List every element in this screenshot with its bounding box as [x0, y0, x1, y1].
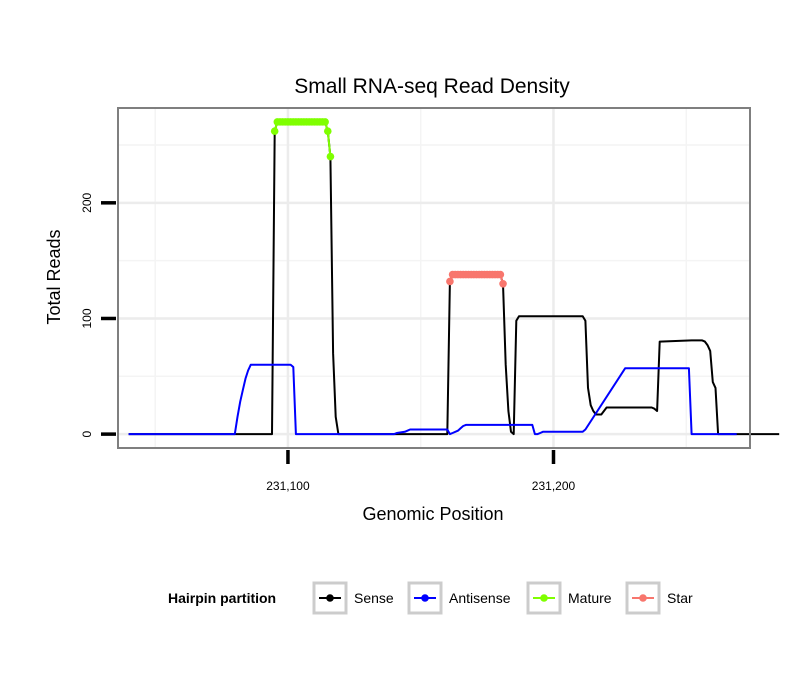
legend: Hairpin partition Sense Antisense Mature St… — [168, 581, 693, 615]
panel-border — [117, 107, 751, 449]
legend-item-sense: Sense — [312, 581, 394, 615]
legend-key-point — [639, 594, 647, 602]
data-point-star — [496, 270, 505, 279]
y-axis-title: Total Reads — [44, 229, 64, 324]
legend-key-point — [421, 594, 429, 602]
legend-item-antisense: Antisense — [407, 581, 511, 615]
legend-title: Hairpin partition — [168, 590, 276, 606]
data-point-mature — [323, 127, 332, 135]
x-axis-title: Genomic Position — [362, 504, 503, 524]
series-line-sense — [128, 120, 780, 436]
legend-label-mature: Mature — [568, 590, 612, 606]
data-point-mature — [270, 127, 279, 135]
legend-label-sense: Sense — [354, 590, 394, 606]
grid-lines — [118, 108, 750, 448]
data-point-mature — [321, 118, 329, 126]
axes: 0 100 200 231,100 231,200 — [80, 192, 576, 493]
data-point-star — [446, 277, 454, 286]
series-line-antisense — [128, 363, 737, 436]
data-point-mature — [326, 152, 335, 161]
legend-label-star: Star — [667, 590, 693, 606]
chart-title: Small RNA-seq Read Density — [294, 75, 570, 98]
y-tick-label: 200 — [80, 192, 94, 212]
y-tick-label: 0 — [80, 430, 94, 437]
legend-label-antisense: Antisense — [449, 590, 511, 606]
plot-series — [128, 118, 780, 436]
y-tick-label: 100 — [80, 308, 94, 328]
legend-key-point — [540, 594, 548, 602]
series-line-mature — [273, 120, 332, 157]
legend-item-mature: Mature — [526, 581, 612, 615]
data-point-star — [499, 279, 507, 288]
x-tick-label: 231,200 — [532, 479, 576, 493]
legend-item-star: Star — [625, 581, 693, 615]
legend-key-point — [326, 594, 334, 602]
x-tick-label: 231,100 — [266, 479, 310, 493]
